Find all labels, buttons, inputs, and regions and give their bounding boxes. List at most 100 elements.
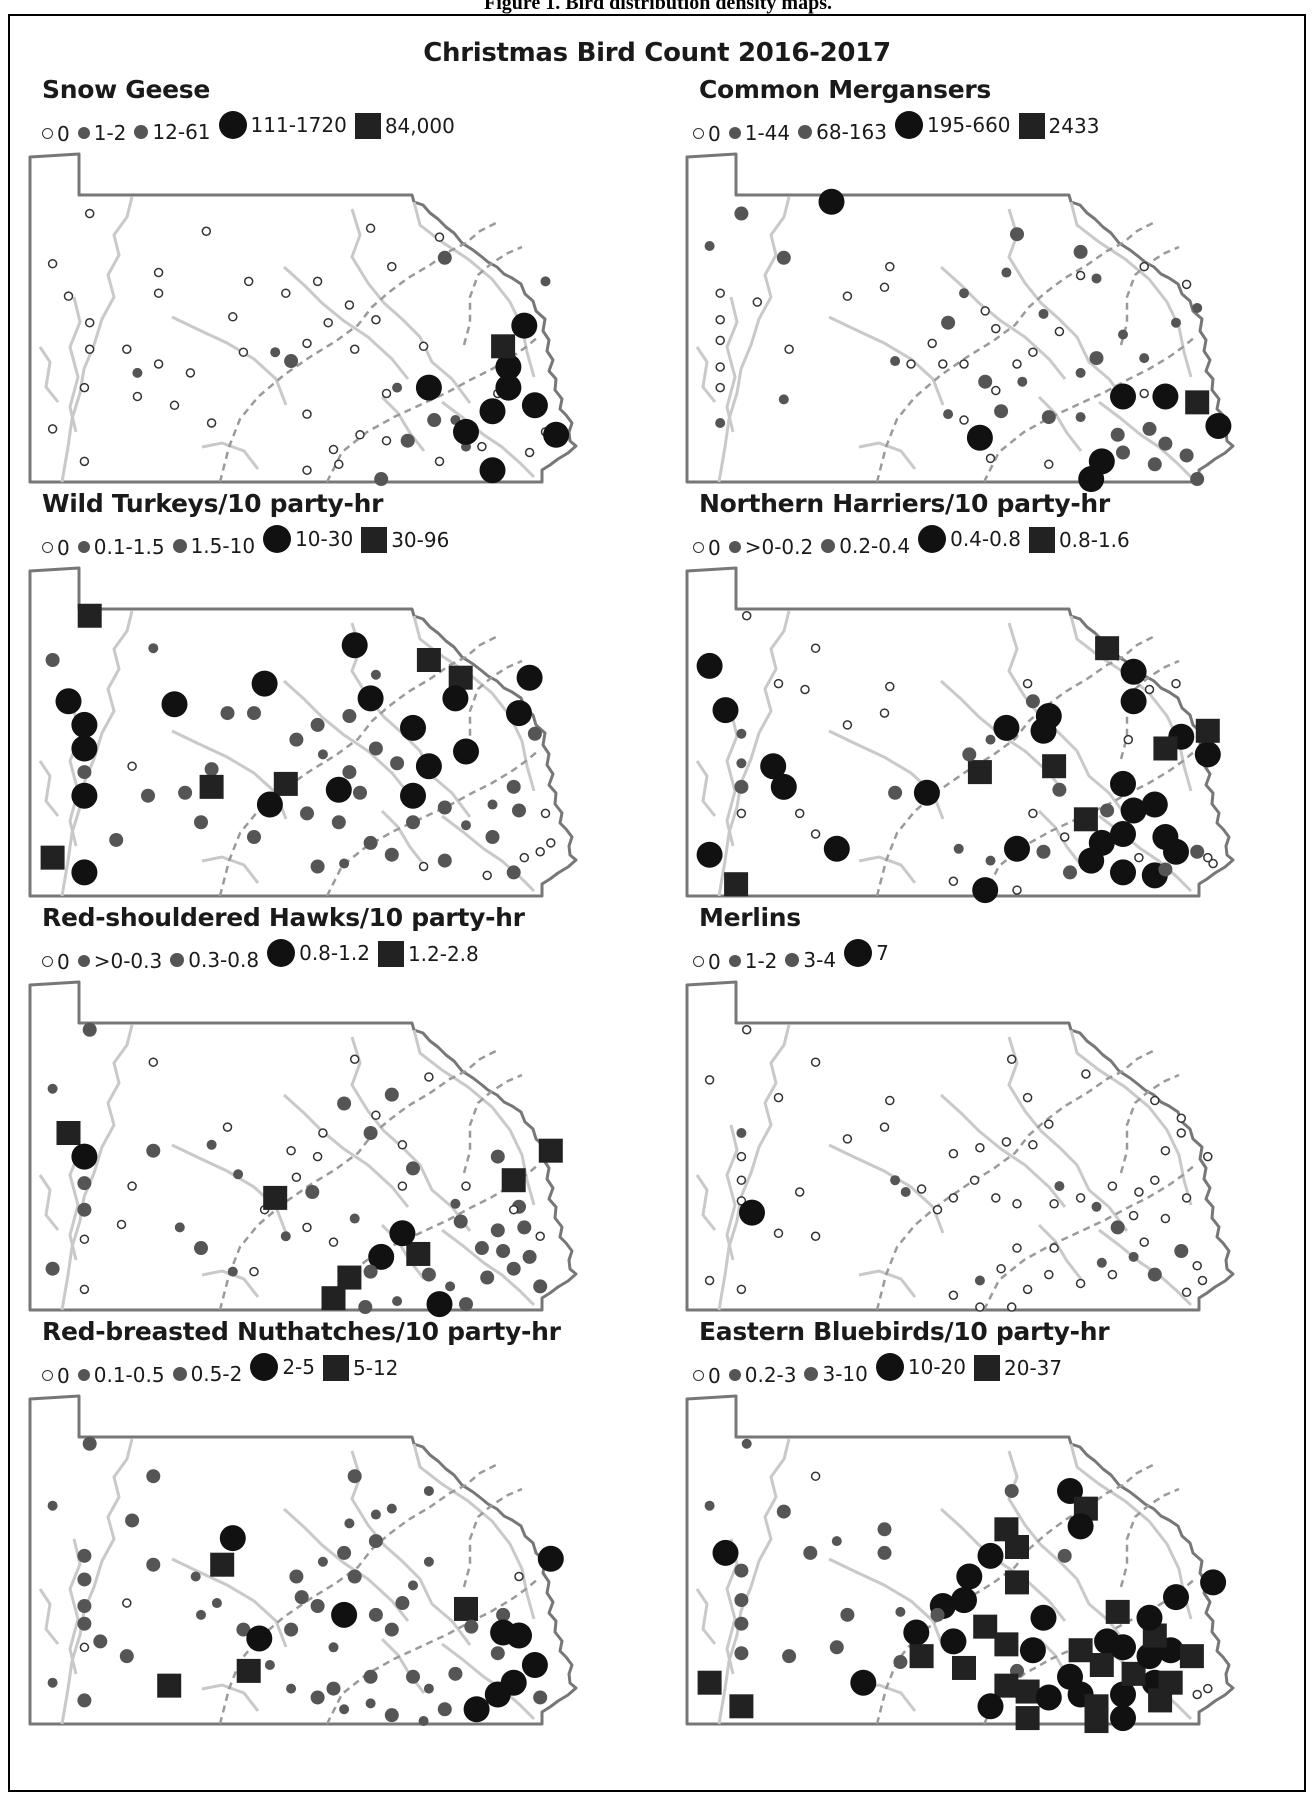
site-medium-marker: [1158, 862, 1173, 877]
site-zero-marker: [1044, 459, 1054, 470]
site-zero-marker: [991, 385, 1001, 396]
legend-label: 3-4: [803, 948, 837, 972]
site-small-marker: [890, 356, 901, 367]
site-zero-marker: [365, 223, 376, 234]
site-zero-marker: [810, 1231, 821, 1241]
site-large-marker: [1078, 466, 1105, 492]
site-zero-marker: [201, 226, 212, 236]
site-small-marker: [211, 1598, 222, 1609]
legend-small-dot-icon: [728, 955, 741, 967]
site-medium-marker: [840, 1607, 855, 1622]
river-line: [1037, 1223, 1083, 1280]
site-large-marker: [453, 418, 479, 445]
site-medium-marker: [496, 1244, 511, 1258]
figure-caption: Figure 1. Bird distribution density maps…: [483, 0, 833, 14]
river-line: [828, 1557, 945, 1648]
site-small-marker: [47, 1083, 58, 1094]
site-medium-marker: [930, 1607, 945, 1622]
site-square-marker: [1185, 390, 1210, 415]
map-panel: Merlins 0 1-2 3-4 7: [679, 903, 1239, 1323]
site-large-marker: [426, 1291, 453, 1318]
river-line: [858, 441, 917, 470]
legend-square-icon: [354, 113, 381, 139]
site-zero-marker: [1171, 678, 1181, 689]
site-square-marker: [491, 334, 516, 359]
site-large-marker: [1078, 847, 1105, 874]
site-zero-marker: [916, 1184, 927, 1194]
site-zero-marker: [1139, 261, 1149, 272]
site-medium-marker: [363, 1264, 378, 1279]
site-small-marker: [461, 820, 471, 831]
site-medium-marker: [427, 413, 442, 428]
site-square-marker: [236, 1658, 261, 1683]
site-large-marker: [442, 685, 469, 712]
site-large-marker: [543, 421, 570, 448]
legend-small-dot-icon: [77, 127, 90, 139]
site-square-marker: [994, 1673, 1019, 1698]
site-zero-marker: [948, 1193, 959, 1203]
ridge-line: [875, 1049, 1154, 1311]
legend-item: 3-4: [785, 948, 836, 972]
river-line: [38, 760, 60, 817]
site-zero-marker: [975, 1143, 985, 1153]
site-medium-marker: [496, 1607, 511, 1622]
site-zero-marker: [477, 441, 487, 452]
site-zero-marker: [535, 1231, 545, 1241]
site-zero-marker: [1160, 1213, 1171, 1224]
legend-label: 10-30: [295, 527, 354, 551]
site-zero-marker: [800, 684, 810, 695]
site-small-marker: [1054, 1181, 1065, 1192]
ridge-line: [462, 245, 523, 346]
site-medium-marker: [1110, 427, 1125, 442]
site-medium-marker: [331, 815, 346, 830]
site-medium-marker: [522, 1249, 537, 1264]
site-zero-marker: [1181, 279, 1192, 290]
site-square-marker: [1005, 1570, 1029, 1595]
river-line: [380, 395, 426, 452]
site-medium-marker: [1190, 844, 1205, 859]
site-zero-marker: [397, 1181, 408, 1191]
site-zero-marker: [879, 708, 890, 718]
legend-small-dot-icon: [77, 1369, 90, 1381]
site-medium-marker: [384, 1708, 399, 1723]
legend-zero-icon: [42, 128, 53, 139]
panel-title: Common Mergansers: [699, 75, 991, 104]
legend-item: 0: [42, 1364, 70, 1388]
legend-large-dot-icon: [894, 111, 923, 139]
site-large-marker: [823, 835, 850, 862]
legend-label: 0: [57, 1363, 70, 1388]
site-small-marker: [1171, 317, 1181, 328]
site-large-marker: [940, 1628, 967, 1655]
site-zero-marker: [122, 1598, 132, 1608]
site-medium-marker: [342, 709, 357, 724]
site-medium-marker: [782, 1649, 797, 1664]
site-medium-marker: [533, 1690, 548, 1705]
legend-item: 2-5: [250, 1353, 315, 1381]
site-zero-marker: [736, 1196, 747, 1206]
river-line: [282, 679, 410, 794]
state-map: [22, 561, 582, 906]
site-small-marker: [286, 1683, 297, 1694]
site-medium-marker: [776, 250, 791, 265]
site-medium-marker: [82, 1022, 97, 1037]
site-zero-marker: [349, 1054, 360, 1064]
site-small-marker: [408, 1580, 418, 1591]
site-zero-marker: [715, 288, 725, 298]
legend-item: 0.1-0.5: [77, 1363, 165, 1387]
site-square-marker: [1042, 754, 1067, 779]
site-zero-marker: [810, 829, 821, 839]
map-svg: [28, 566, 578, 898]
site-medium-marker: [734, 1593, 749, 1608]
site-zero-marker: [885, 261, 895, 272]
site-medium-marker: [374, 472, 389, 487]
site-zero-marker: [228, 312, 238, 322]
legend-label: 0.1-1.5: [93, 535, 165, 559]
river-line: [1037, 395, 1083, 452]
site-medium-marker: [77, 1572, 92, 1587]
legend-item: 0: [693, 1364, 721, 1388]
site-small-marker: [344, 1518, 355, 1529]
site-zero-marker: [741, 1025, 752, 1035]
river-line: [939, 1093, 1067, 1208]
site-large-marker: [1019, 1637, 1046, 1664]
legend-item: 68-163: [798, 120, 887, 144]
